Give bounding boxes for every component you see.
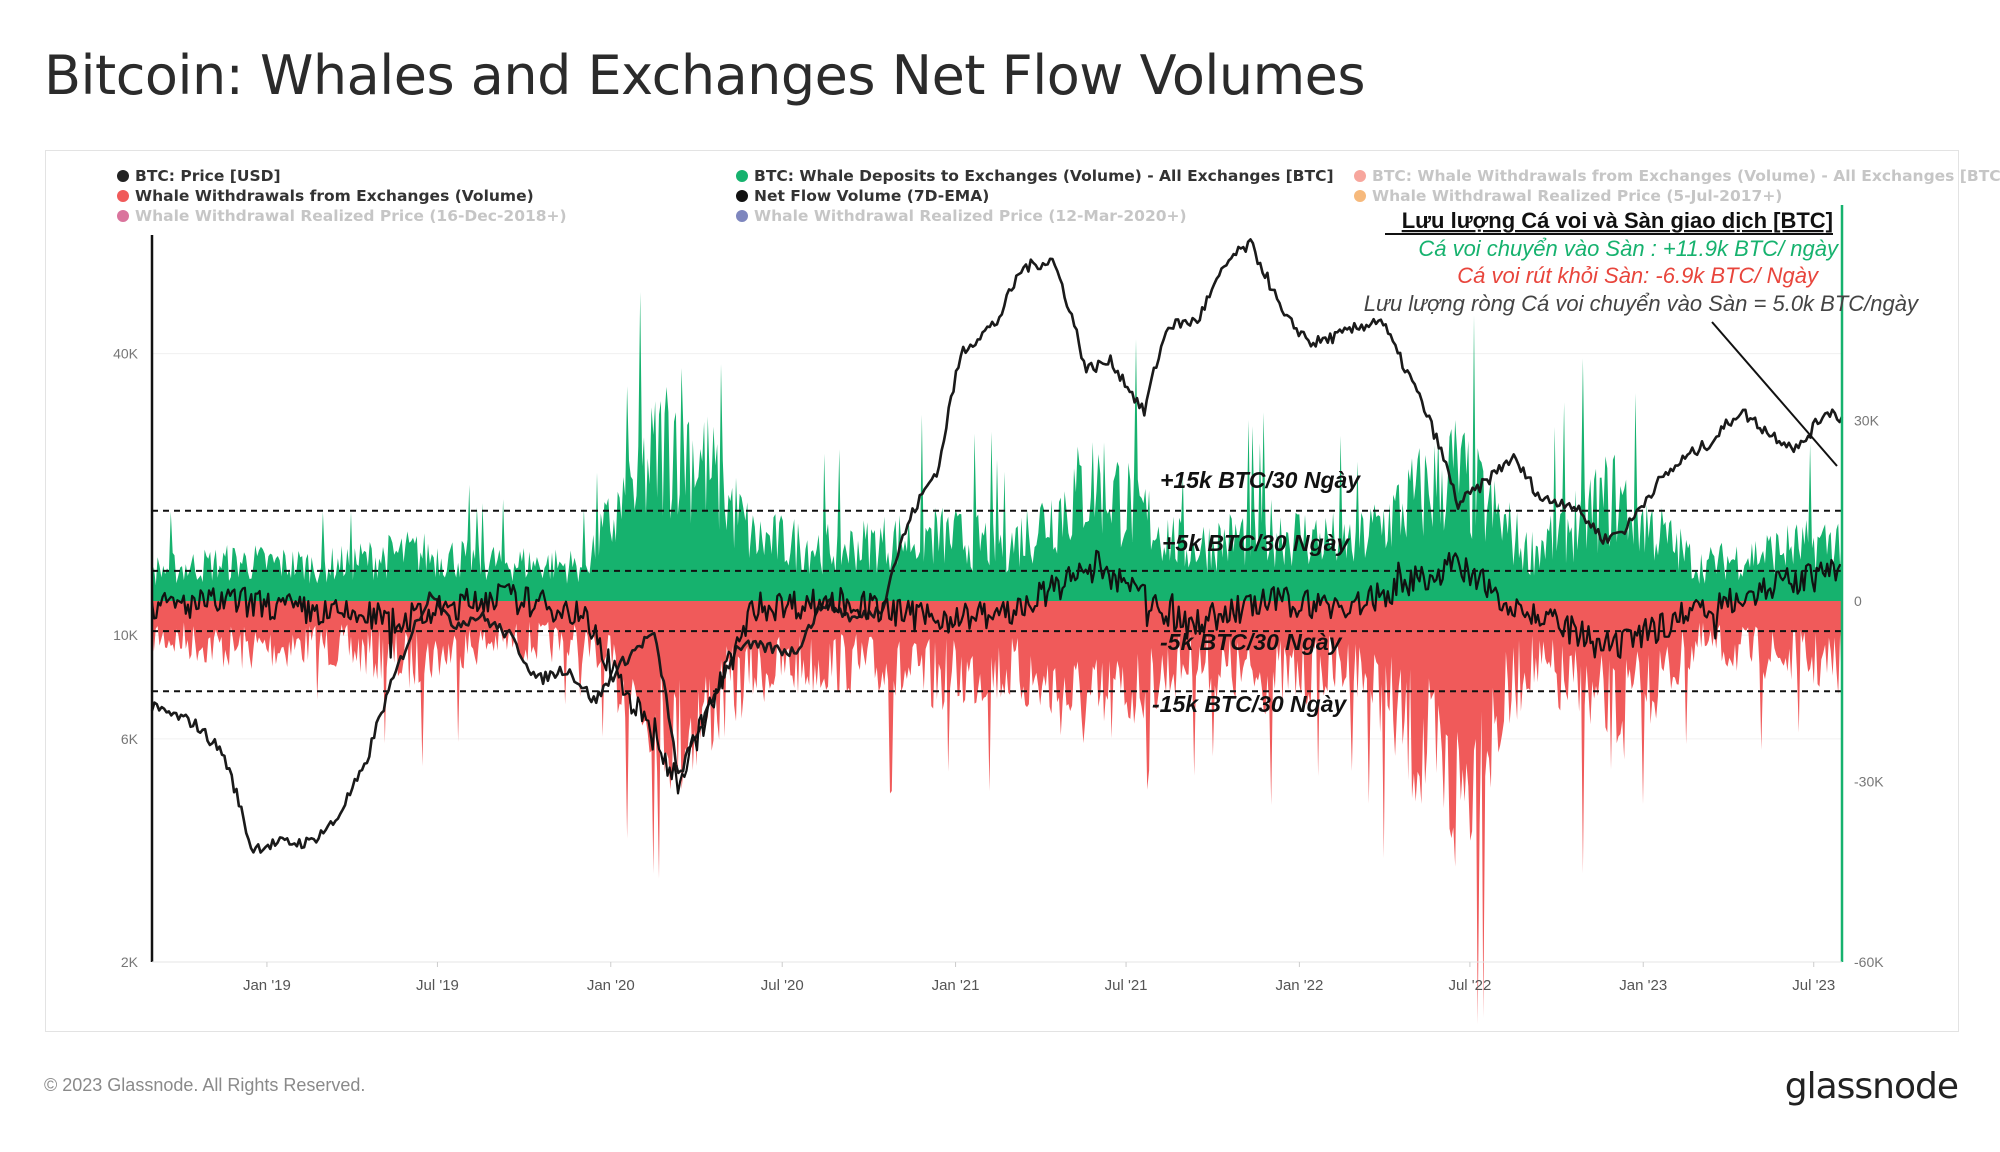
legend-item-whale-deposits[interactable]: BTC: Whale Deposits to Exchanges (Volume… [736,167,1334,185]
legend-dot-icon [736,170,748,182]
withdrawals-area [152,601,1842,1025]
left-tick-label: 10K [113,627,139,643]
price-line [150,238,1844,854]
ref-label-plus5: +5k BTC/30 Ngày [1162,530,1350,556]
right-tick-label: -30K [1854,774,1884,790]
x-tick-label: Jan '22 [1275,977,1323,994]
price-line-group [150,238,1844,854]
net-flow-line [150,549,1843,795]
right-tick-label: 0 [1854,593,1862,609]
annotation-box-bg [1300,204,1840,316]
x-tick-label: Jul '23 [1792,977,1835,994]
annotation-deposits: Cá voi chuyển vào Sàn : +11.9k BTC/ ngày [1418,236,1840,261]
x-tick-label: Jul '19 [416,977,459,994]
annotation-withdrawals: Cá voi rút khỏi Sàn: -6.9k BTC/ Ngày [1457,263,1820,288]
x-tick-label: Jan '21 [932,977,980,994]
page-title: Bitcoin: Whales and Exchanges Net Flow V… [44,44,1366,107]
ref-label-minus15: -15k BTC/30 Ngày [1152,691,1348,717]
net-flow-line-group [150,549,1843,795]
x-tick-label: Jan '23 [1619,977,1667,994]
x-tick-label: Jan '20 [587,977,635,994]
ref-label-plus15: +15k BTC/30 Ngày [1160,467,1361,493]
legend-item-realized-price-2018[interactable]: Whale Withdrawal Realized Price (16-Dec-… [117,207,567,225]
annotations: +15k BTC/30 Ngày +5k BTC/30 Ngày -5k BTC… [1152,204,1920,717]
copyright-text: © 2023 Glassnode. All Rights Reserved. [44,1075,366,1095]
legend-dot-icon [117,170,129,182]
legend-item-price[interactable]: BTC: Price [USD] [117,167,281,185]
left-tick-label: 2K [121,954,139,970]
x-tick-label: Jul '22 [1448,977,1491,994]
x-tick-label: Jul '21 [1105,977,1148,994]
annotation-pointer-line [1711,321,1838,467]
annotation-title: Lưu lượng Cá voi và Sàn giao dịch [BTC] [1402,208,1833,233]
deposits-area [152,292,1842,601]
x-tick-label: Jul '20 [761,977,804,994]
legend-item-net-flow[interactable]: Net Flow Volume (7D-EMA) [736,187,989,205]
glassnode-logo: glassnode [1784,1066,1959,1107]
legend-item-whale-withdrawals-all[interactable]: BTC: Whale Withdrawals from Exchanges (V… [1354,167,2000,185]
legend-dot-icon [117,190,129,202]
annotation-net: Lưu lượng ròng Cá voi chuyển vào Sàn = 5… [1364,291,1920,316]
axes: 2K 6K 10K 40K -60K -30K 0 30K Jan '19 Jul '19 Jan … [113,205,1884,994]
legend-dot-icon [736,210,748,222]
right-tick-label: -60K [1854,954,1884,970]
right-tick-label: 30K [1854,413,1880,429]
legend-dot-icon [1354,190,1366,202]
withdrawals-area-path [152,601,1842,1025]
deposits-area-path [152,292,1842,601]
legend-dot-icon [1354,170,1366,182]
ref-label-minus5: -5k BTC/30 Ngày [1160,629,1343,655]
left-tick-label: 40K [113,346,139,362]
legend-item-whale-withdrawals[interactable]: Whale Withdrawals from Exchanges (Volume… [117,187,534,205]
legend-dot-icon [736,190,748,202]
legend-dot-icon [117,210,129,222]
legend-item-realized-price-2017[interactable]: Whale Withdrawal Realized Price (5-Jul-2… [1354,187,1782,205]
left-tick-label: 6K [121,731,139,747]
legend-item-realized-price-2020[interactable]: Whale Withdrawal Realized Price (12-Mar-… [736,207,1187,225]
x-tick-label: Jan '19 [243,977,291,994]
